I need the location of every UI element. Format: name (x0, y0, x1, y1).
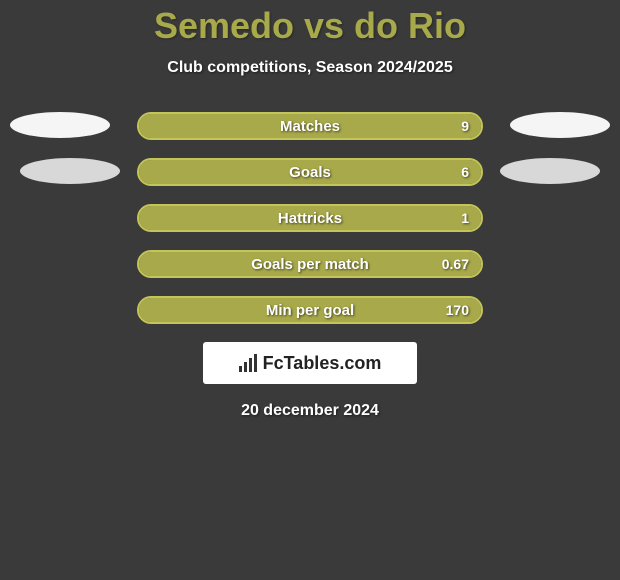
chart-bars-icon (239, 354, 257, 372)
stat-bar-min-per-goal: Min per goal 170 (137, 296, 483, 324)
brand-link[interactable]: FcTables.com (203, 342, 417, 384)
player-right-badge-1 (510, 112, 610, 138)
bar-value: 9 (461, 114, 469, 138)
brand-text: FcTables.com (263, 353, 382, 374)
stat-bar-hattricks: Hattricks 1 (137, 204, 483, 232)
player-left-badge-2 (20, 158, 120, 184)
bar-label: Matches (139, 114, 481, 138)
bar-label: Hattricks (139, 206, 481, 230)
player-right-badge-2 (500, 158, 600, 184)
bar-value: 0.67 (442, 252, 469, 276)
bar-value: 1 (461, 206, 469, 230)
stat-bars: Matches 9 Goals 6 Hattricks 1 Goals per … (137, 112, 483, 324)
bar-label: Min per goal (139, 298, 481, 322)
stat-bar-matches: Matches 9 (137, 112, 483, 140)
stats-area: Matches 9 Goals 6 Hattricks 1 Goals per … (0, 112, 620, 324)
page-title: Semedo vs do Rio (0, 5, 620, 47)
bar-value: 170 (446, 298, 469, 322)
bar-label: Goals (139, 160, 481, 184)
comparison-widget: Semedo vs do Rio Club competitions, Seas… (0, 0, 620, 420)
page-subtitle: Club competitions, Season 2024/2025 (0, 59, 620, 77)
bar-label: Goals per match (139, 252, 481, 276)
stat-bar-goals: Goals 6 (137, 158, 483, 186)
date-text: 20 december 2024 (0, 402, 620, 420)
stat-bar-goals-per-match: Goals per match 0.67 (137, 250, 483, 278)
bar-value: 6 (461, 160, 469, 184)
player-left-badge-1 (10, 112, 110, 138)
